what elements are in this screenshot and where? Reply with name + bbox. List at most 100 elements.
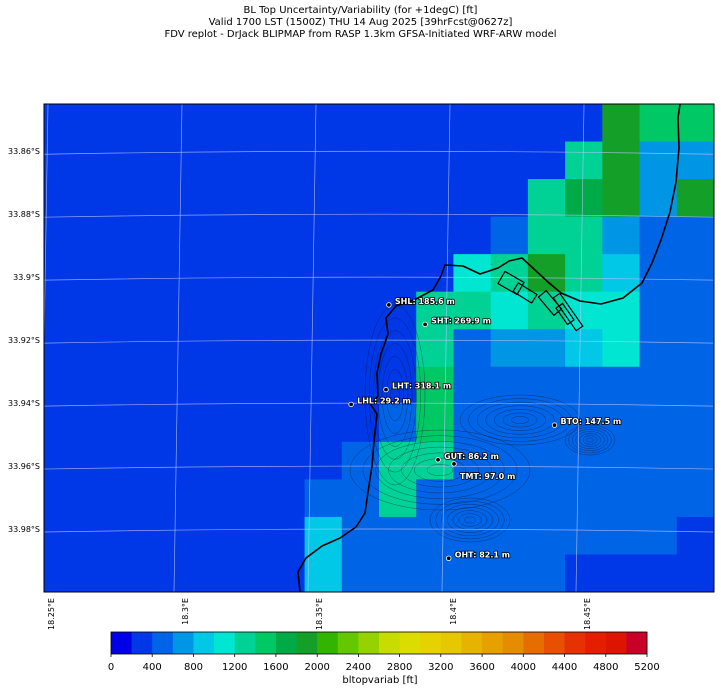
heatmap-cell [527, 516, 566, 556]
heatmap-cell [118, 404, 157, 443]
heatmap-cell [267, 104, 306, 143]
colorbar-tick-label: 0 [108, 662, 114, 673]
heatmap-cell [304, 179, 343, 218]
heatmap-cell [192, 366, 231, 405]
lat-tick-label: 33.92°S [8, 336, 40, 345]
station-label: LHT: 318.1 m [392, 382, 451, 391]
heatmap-cell [118, 366, 157, 405]
heatmap-cell [379, 104, 417, 143]
station-marker [451, 461, 457, 467]
colorbar-tick-label: 3600 [469, 662, 494, 673]
colorbar-tick-label: 1600 [263, 662, 288, 673]
heatmap-cell [155, 404, 194, 443]
heatmap-cell [676, 516, 714, 556]
heatmap-cell [490, 329, 529, 368]
heatmap-cell [639, 366, 678, 405]
heatmap-cell [379, 141, 417, 180]
heatmap-cell [416, 516, 455, 556]
heatmap-cell [379, 179, 417, 218]
heatmap-cell [602, 366, 641, 405]
heatmap-cell [304, 441, 343, 480]
station-label: TMT: 97.0 m [460, 472, 515, 481]
station-marker [551, 422, 558, 428]
heatmap-cell [639, 329, 678, 368]
graticule-lat-line [44, 276, 714, 281]
heatmap-cell [230, 516, 268, 556]
heatmap-cell [527, 329, 566, 368]
heatmap-cell [379, 216, 417, 255]
heatmap-cell [267, 479, 306, 518]
station-marker [383, 386, 389, 393]
heatmap-cell [118, 329, 157, 368]
colorbar-segment [605, 632, 627, 654]
colorbar-segment [626, 632, 648, 654]
contour-line [571, 429, 609, 451]
heatmap-cell [602, 104, 641, 143]
heatmap-cell [192, 404, 231, 443]
contour-line [375, 441, 505, 499]
heatmap-cell [379, 441, 417, 480]
contour-line [390, 381, 400, 409]
heatmap-cell [527, 254, 566, 293]
heatmap-cell [341, 104, 380, 143]
heatmap-cell [527, 554, 566, 592]
heatmap-cell [230, 141, 268, 180]
heatmap-cell [118, 254, 157, 293]
heatmap-cell [81, 291, 120, 330]
heatmap-cell [639, 179, 678, 218]
heatmap-cell [304, 104, 343, 143]
colorbar-tick-label: 4400 [552, 662, 577, 673]
heatmap-cell [639, 254, 678, 293]
heatmap-cell [118, 291, 157, 330]
heatmap-cell [192, 104, 231, 143]
heatmap-cell [490, 254, 529, 293]
heatmap-cell [304, 479, 343, 518]
heatmap-cell [118, 554, 157, 592]
contour-line [426, 464, 454, 476]
heatmap-cell [565, 516, 603, 556]
graticule [44, 104, 714, 592]
station-label: OHT: 82.1 m [455, 550, 510, 559]
heatmap-cell [602, 516, 641, 556]
heatmap-cell [81, 254, 120, 293]
heatmap-cell [118, 104, 157, 143]
contour-line [381, 356, 409, 434]
heatmap-cell [453, 366, 492, 405]
heatmap-cell [453, 179, 492, 218]
heatmap-cell [453, 404, 492, 443]
colorbar-tick-label: 800 [184, 662, 203, 673]
heatmap-cell [341, 366, 380, 405]
heatmap-cell [565, 366, 603, 405]
heatmap-cell [639, 141, 678, 180]
heatmap-cell [267, 516, 306, 556]
contour-line [494, 409, 546, 431]
colorbar-tick-label: 2800 [387, 662, 412, 673]
contour-line [564, 424, 616, 456]
heatmap-cell [379, 404, 417, 443]
heatmap-cell [676, 329, 714, 368]
heatmap-cell [565, 329, 603, 368]
station-label: BTO: 147.5 m [561, 417, 622, 426]
heatmap-cell [453, 329, 492, 368]
heatmap-cell [304, 366, 343, 405]
heatmap-cell [230, 479, 268, 518]
contour-line [435, 500, 505, 540]
heatmap-cell [639, 216, 678, 255]
heatmap-cell [192, 254, 231, 293]
heatmap-cell [192, 479, 231, 518]
heatmap-cell [602, 479, 641, 518]
contour-line [446, 507, 494, 533]
colorbar-segment [337, 632, 359, 654]
heatmap-cell [565, 141, 603, 180]
heatmap-cell [676, 291, 714, 330]
graticule-lon-line [575, 104, 585, 592]
station-marker [348, 401, 354, 408]
heatmap-cell [81, 516, 120, 556]
heatmap-cell [676, 404, 714, 443]
heatmap-cell [527, 216, 566, 255]
heatmap-cell [81, 216, 120, 255]
graticule-lon-line [441, 104, 451, 592]
heatmap-cell [676, 179, 714, 218]
heatmap-cell [230, 291, 268, 330]
heatmap-cell [118, 441, 157, 480]
